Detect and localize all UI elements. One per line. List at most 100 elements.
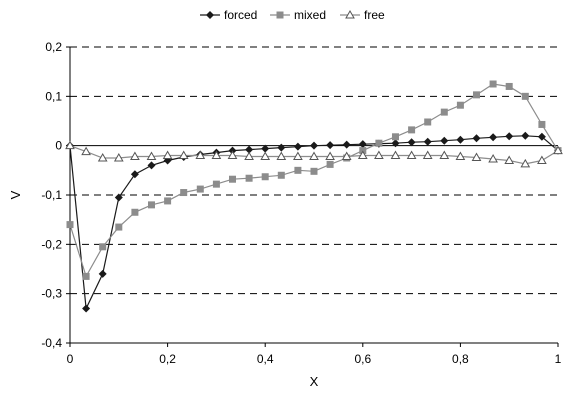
forced-point <box>521 131 530 140</box>
forced-point <box>261 144 270 153</box>
free-point <box>471 152 482 162</box>
mixed-point <box>66 221 74 229</box>
free-point <box>195 150 206 160</box>
x-tick-label: 0,4 <box>257 352 274 366</box>
forced-point <box>456 135 465 144</box>
free-point <box>260 151 271 161</box>
y-tick-label: 0,1 <box>45 89 62 103</box>
x-tick-labels: 0 0,2 0,4 0,6 0,8 1 <box>67 352 562 366</box>
series-mixed <box>66 80 562 280</box>
x-tick-label: 0,6 <box>354 352 371 366</box>
mixed-point <box>489 80 497 88</box>
x-tick-label: 0,8 <box>452 352 469 366</box>
forced-point <box>277 143 286 152</box>
free-point <box>439 150 450 160</box>
x-tick-label: 0 <box>67 352 74 366</box>
mixed-point <box>212 180 220 188</box>
mixed-point <box>294 166 302 174</box>
free-point <box>537 155 547 164</box>
forced-point <box>82 304 91 313</box>
mixed-point <box>521 92 529 100</box>
free-point <box>341 151 352 161</box>
free-point <box>293 151 303 161</box>
mixed-point <box>131 208 139 216</box>
axes <box>66 46 559 347</box>
y-tick-labels: 0,2 0,1 0 -0,1 -0,2 -0,3 -0,4 <box>41 40 62 350</box>
mixed-point <box>115 223 123 231</box>
free-point <box>309 151 319 161</box>
forced-point <box>407 138 416 147</box>
mixed-point <box>326 160 334 168</box>
mixed-point <box>440 108 448 116</box>
free-point <box>406 150 417 160</box>
free-point <box>520 158 531 168</box>
forced-point <box>391 139 400 148</box>
series-line-forced <box>69 135 559 311</box>
x-axis-label: X <box>310 374 319 389</box>
forced-point <box>358 140 367 149</box>
free-point <box>65 140 75 150</box>
forced-point <box>505 132 514 141</box>
mixed-point <box>277 171 285 179</box>
free-point <box>374 150 384 160</box>
legend: forced mixed free <box>200 8 385 22</box>
mixed-point <box>245 174 253 182</box>
mixed-point <box>99 243 107 251</box>
mixed-point <box>538 120 546 128</box>
legend-label-forced: forced <box>224 8 257 22</box>
free-point <box>422 150 433 160</box>
free-point <box>97 152 108 162</box>
series-free <box>65 140 563 168</box>
free-point <box>390 150 401 160</box>
mixed-point <box>408 126 416 134</box>
gridlines <box>70 46 558 344</box>
y-tick-label: -0,2 <box>41 237 62 251</box>
mixed-point <box>424 118 432 126</box>
y-axis-label: V <box>8 190 23 199</box>
mixed-point <box>473 91 481 99</box>
forced-point <box>245 145 254 154</box>
free-point <box>244 151 254 161</box>
legend-label-mixed: mixed <box>294 8 326 22</box>
free-point <box>227 150 238 160</box>
free-point <box>488 153 498 163</box>
forced-point <box>310 141 318 150</box>
forced-point <box>147 161 156 170</box>
free-point <box>130 151 140 161</box>
series-line-mixed <box>69 83 559 278</box>
legend-label-free: free <box>364 8 385 22</box>
free-point <box>211 150 222 160</box>
mixed-point <box>180 189 188 197</box>
forced-point <box>537 132 546 141</box>
free-point <box>357 150 368 160</box>
legend-forced-point <box>206 11 214 19</box>
x-tick-label: 1 <box>555 352 562 366</box>
free-point <box>553 145 563 155</box>
mixed-point <box>505 82 513 90</box>
mixed-point <box>147 201 155 209</box>
mixed-point <box>82 272 90 280</box>
free-point <box>325 151 335 161</box>
mixed-point <box>375 139 383 147</box>
y-tick-label: -0,1 <box>41 188 62 202</box>
free-point <box>113 152 124 162</box>
forced-point <box>423 137 432 146</box>
mixed-point <box>391 133 399 141</box>
free-point <box>178 150 189 160</box>
mixed-point <box>196 185 204 193</box>
x-tick-label: 0,2 <box>159 352 176 366</box>
forced-point <box>440 136 449 145</box>
free-point <box>162 150 173 160</box>
legend-free-point <box>345 9 355 19</box>
forced-point <box>114 193 123 202</box>
y-tick-label: 0,2 <box>45 40 62 54</box>
mixed-point <box>164 197 172 205</box>
mixed-point <box>310 167 318 175</box>
y-tick-label: 0 <box>55 139 62 153</box>
mixed-point <box>261 173 269 181</box>
free-point <box>504 155 515 164</box>
mixed-point <box>229 175 237 183</box>
y-tick-label: -0,4 <box>41 336 62 350</box>
mixed-point <box>456 101 464 109</box>
forced-point <box>472 134 481 143</box>
